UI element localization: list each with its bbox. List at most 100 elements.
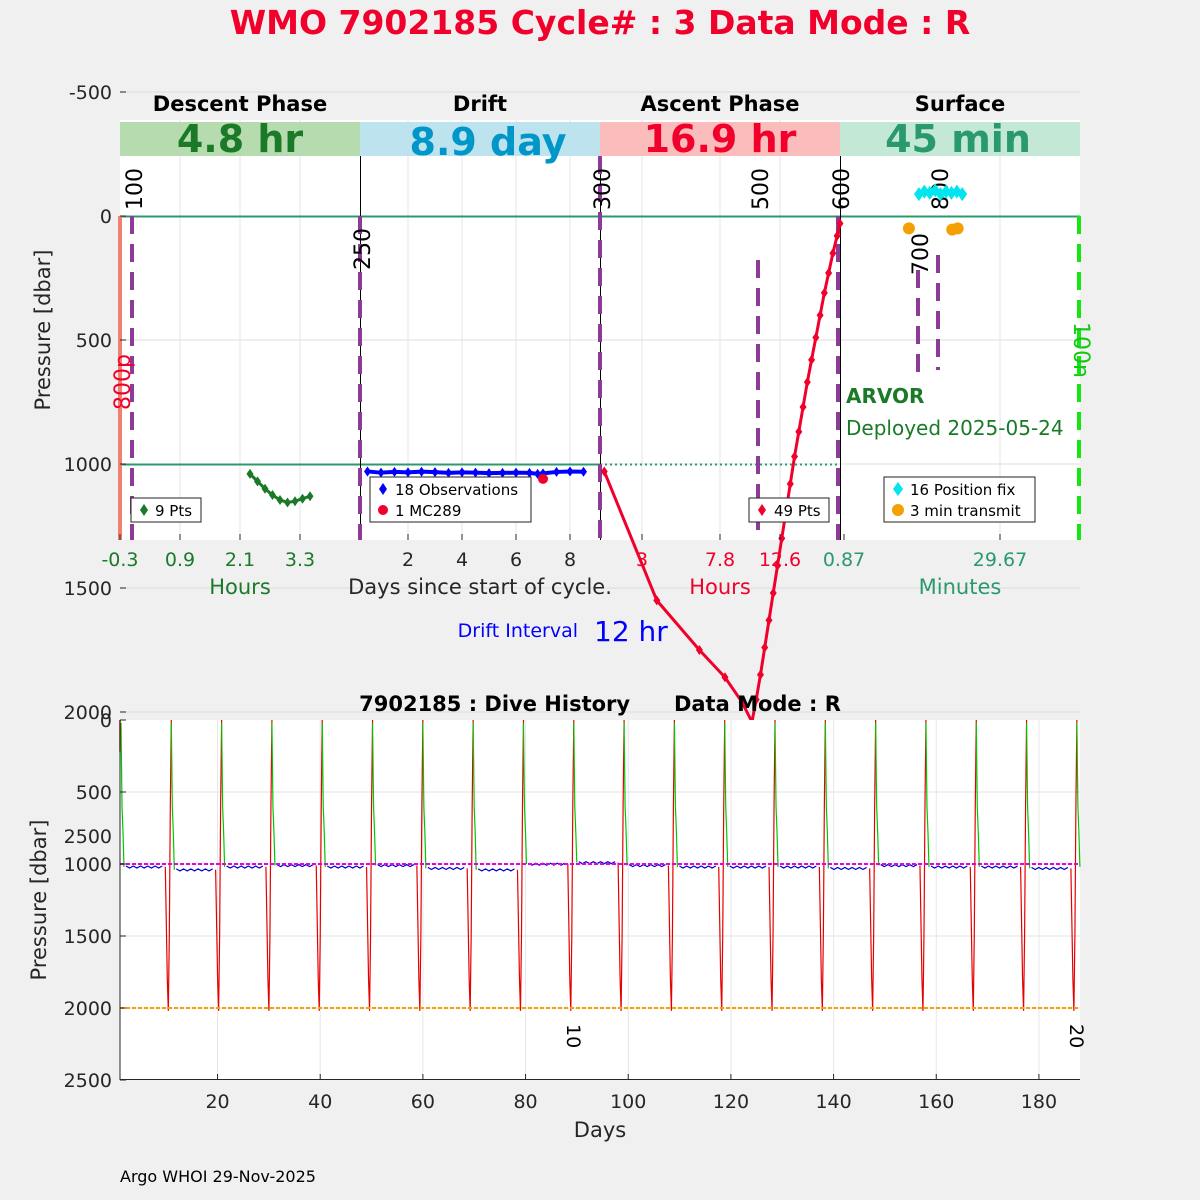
history-profile-6 xyxy=(466,719,474,1011)
history-park-3 xyxy=(276,863,314,868)
history-profile-3 xyxy=(315,719,323,1011)
transmit-legend-label: 3 min transmit xyxy=(910,502,1021,520)
mc289-point xyxy=(538,473,548,484)
ascent-point-18 xyxy=(803,377,811,388)
descent-legend: 9 Pts xyxy=(130,497,202,523)
marker-label-100n: 100n xyxy=(1068,322,1093,378)
marker-label-300: 300 xyxy=(591,168,616,210)
history-park-17 xyxy=(980,865,1018,869)
cycle-x-tick-1-2: 6 xyxy=(510,549,522,571)
ascent-point-7 xyxy=(756,669,764,680)
ascent-point-15 xyxy=(791,451,799,462)
ascent-point-22 xyxy=(820,287,828,298)
cycle-x-ticks: -0.3 0.9 2.1 3.3 2 4 6 8 3 7.8 12.6 0.87 29.67 xyxy=(101,534,1027,571)
history-profile-4 xyxy=(365,719,374,1011)
ascent-point-24 xyxy=(829,248,837,259)
history-park-0 xyxy=(125,865,163,869)
history-descent-7 xyxy=(472,722,477,870)
drift-point-1 xyxy=(377,467,385,478)
history-park-12 xyxy=(729,865,767,869)
cycle-chart: 4.8 hr 8.9 day 16.9 hr 45 min Descent Ph… xyxy=(31,82,1093,848)
cycle-x-tick-0-0: -0.3 xyxy=(101,549,138,571)
history-x-tick-6: 140 xyxy=(815,1091,851,1113)
surface-legend: 16 Position fix 3 min transmit xyxy=(883,476,1036,523)
ascent-point-6 xyxy=(752,694,760,705)
drift-legend: 18 Observations 1 MC289 xyxy=(369,476,532,523)
history-chart: 10 20 0 500 1000 1500 2000 2500 20 40 60 80 100 120… xyxy=(27,692,1087,1142)
history-title: 7902185 : Dive History Data Mode : R xyxy=(359,692,841,716)
deployment-date: Deployed 2025-05-24 xyxy=(846,416,1064,440)
marker-label-600: 600 xyxy=(830,168,855,210)
history-cycle-label-1: 20 xyxy=(1065,1024,1087,1048)
history-descent-19 xyxy=(1076,722,1081,867)
history-y-tick-5: 2500 xyxy=(64,1070,112,1092)
history-profile-8 xyxy=(567,719,575,1011)
ascent-point-20 xyxy=(812,332,820,343)
descent-series xyxy=(246,468,314,508)
ascent-legend: 49 Pts xyxy=(748,497,830,523)
history-y-tick-1: 500 xyxy=(76,782,112,804)
surface-legend-box xyxy=(883,476,1036,523)
position-fix-legend-label: 16 Position fix xyxy=(910,481,1015,499)
history-y-tick-3: 1500 xyxy=(64,926,112,948)
history-park-16 xyxy=(930,865,968,869)
history-park-18 xyxy=(1031,866,1069,871)
ascent-point-3 xyxy=(721,672,729,683)
cycle-y-ticks: -500 0 500 1000 1500 2000 2500 xyxy=(64,82,126,848)
history-x-ticks: 20 40 60 80 100 120 140 160 180 xyxy=(205,1074,1057,1113)
history-x-tick-1: 40 xyxy=(308,1091,332,1113)
history-park-4 xyxy=(326,865,364,869)
drift-point-16 xyxy=(566,466,574,477)
drift-point-4 xyxy=(418,466,425,477)
ascent-point-23 xyxy=(825,268,833,279)
history-descent-14 xyxy=(824,722,829,869)
drift-point-12 xyxy=(526,467,533,478)
cycle-x-tick-3-0: 0.87 xyxy=(823,549,865,571)
history-profile-12 xyxy=(768,719,776,1011)
drift-point-0 xyxy=(364,466,371,477)
cycle-y-tick-4: 1500 xyxy=(64,578,112,600)
history-park-2 xyxy=(226,865,264,869)
drift-legend-label: 18 Observations xyxy=(395,481,518,499)
drift-duration: 8.9 day xyxy=(410,120,567,164)
history-x-tick-3: 80 xyxy=(513,1091,537,1113)
drift-phase-title: Drift xyxy=(453,92,507,116)
cycle-x-tick-0-3: 3.3 xyxy=(285,549,315,571)
history-profile-16 xyxy=(969,719,977,1011)
cycle-x-tick-1-0: 2 xyxy=(402,549,414,571)
transmit-legend-marker xyxy=(892,504,904,516)
drift-point-10 xyxy=(499,467,506,478)
history-x-tick-8: 180 xyxy=(1021,1091,1057,1113)
history-park-11 xyxy=(679,865,717,869)
descent-point-2 xyxy=(261,483,269,494)
cycle-y-axis-label: Pressure [dbar] xyxy=(31,250,55,411)
drift-point-3 xyxy=(404,467,412,478)
main-title: WMO 7902185 Cycle# : 3 Data Mode : R xyxy=(230,3,971,42)
history-profile-7 xyxy=(516,719,525,1011)
marker-label-500: 500 xyxy=(749,168,774,210)
ascent-point-2 xyxy=(695,645,703,655)
ascent-point-0 xyxy=(600,466,608,477)
history-profile-1 xyxy=(215,719,223,1011)
surface-duration-band xyxy=(840,122,1080,156)
history-x-tick-4: 100 xyxy=(610,1091,646,1113)
history-park-6 xyxy=(427,866,465,871)
drift-legend-box xyxy=(369,476,532,523)
cycle-x-tick-2-2: 12.6 xyxy=(759,549,801,571)
history-descent-5 xyxy=(371,722,377,866)
ascent-point-25 xyxy=(833,230,841,241)
history-park-15 xyxy=(880,863,918,868)
drift-point-6 xyxy=(445,467,452,478)
drift-point-17 xyxy=(580,466,587,477)
history-cycle-label-0: 10 xyxy=(562,1024,584,1048)
surface-series xyxy=(902,183,968,236)
descent-point-6 xyxy=(291,496,299,507)
descent-point-0 xyxy=(246,468,254,479)
descent-legend-label: 9 Pts xyxy=(155,502,192,520)
history-park-5 xyxy=(377,863,415,868)
descent-legend-marker xyxy=(140,504,148,516)
history-profile-17 xyxy=(1019,719,1028,1011)
history-profile-15 xyxy=(919,719,927,1011)
history-descent-4 xyxy=(321,722,326,867)
cycle-y-tick-5: 2000 xyxy=(64,702,112,724)
